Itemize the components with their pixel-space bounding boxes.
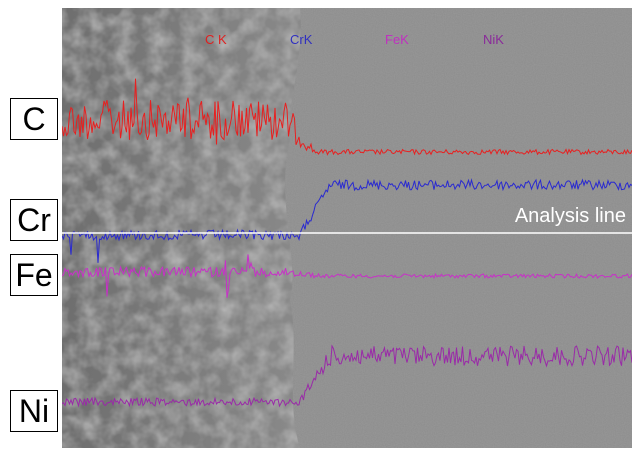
label-cr: Cr [10, 199, 58, 241]
legend-cr: CrK [290, 32, 313, 47]
micrograph: C K CrK FeK NiK Analysis line [62, 8, 632, 448]
legend-c: C K [205, 32, 227, 47]
sem-image: C K CrK FeK NiK Analysis line [0, 0, 636, 452]
label-ni: Ni [10, 390, 58, 432]
legend-ni: NiK [483, 32, 504, 47]
figure: C K CrK FeK NiK Analysis line C Cr Fe Ni [0, 0, 636, 452]
analysis-label: Analysis line [515, 205, 626, 227]
legend-fe: FeK [385, 32, 409, 47]
label-c: C [10, 98, 58, 140]
label-fe: Fe [10, 254, 58, 296]
rough-region [62, 8, 322, 448]
